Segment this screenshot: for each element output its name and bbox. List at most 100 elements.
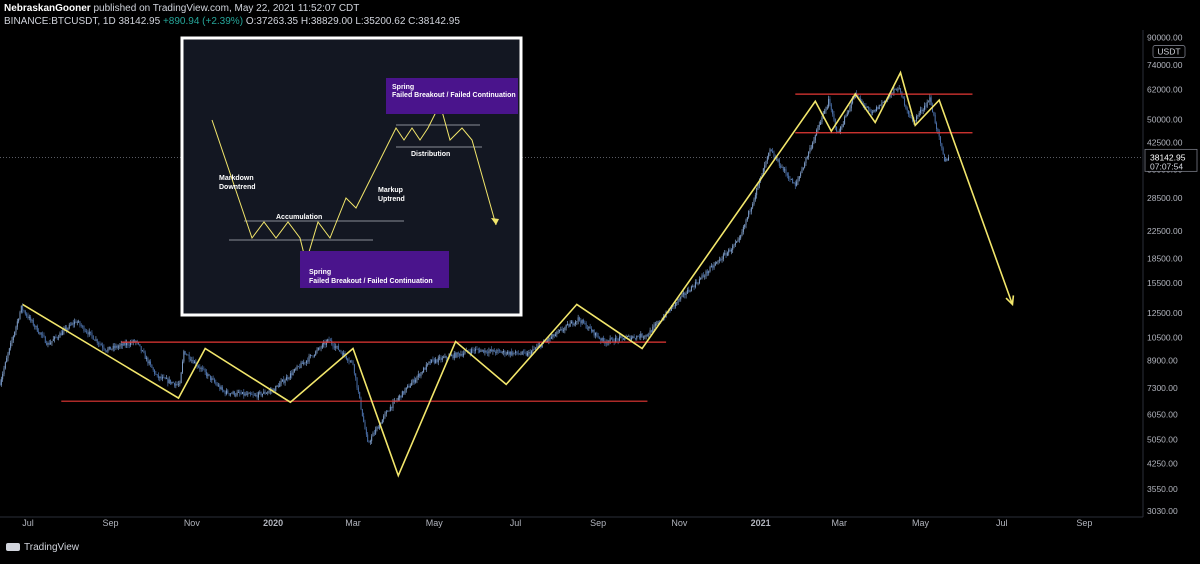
candle-body — [233, 391, 235, 396]
candle-body — [868, 107, 870, 109]
candle-body — [456, 352, 458, 358]
candle-body — [443, 357, 445, 358]
candle-body — [152, 367, 154, 370]
candle-body — [196, 365, 198, 367]
candle-body — [433, 359, 435, 363]
candle-body — [18, 319, 20, 322]
candle-body — [764, 165, 766, 169]
candle-body — [35, 325, 37, 327]
candle-body — [309, 355, 311, 357]
candle-body — [154, 369, 156, 374]
candle-body — [44, 336, 46, 343]
candle-body — [769, 149, 771, 153]
candle-body — [926, 101, 928, 107]
candle-body — [876, 107, 878, 112]
candle-body — [773, 152, 775, 158]
candle-body — [609, 338, 611, 342]
candle-body — [16, 321, 18, 327]
candle-body — [203, 368, 205, 370]
candle-body — [88, 331, 90, 335]
candle-body — [83, 326, 85, 331]
time-tick-label: 2021 — [751, 518, 771, 528]
candle-body — [770, 149, 772, 152]
candle-body — [419, 374, 421, 377]
candle-body — [652, 326, 654, 333]
candle-body — [852, 99, 854, 104]
candle-body — [341, 352, 343, 356]
candle-body — [399, 395, 401, 398]
candle-body — [111, 348, 113, 350]
candle-body — [11, 340, 13, 343]
candle-body — [481, 349, 483, 351]
candle-body — [377, 427, 379, 429]
candle-body — [316, 349, 318, 352]
candle-body — [545, 340, 547, 342]
candle-body — [216, 383, 218, 386]
candle-body — [20, 305, 22, 313]
candle-body — [910, 117, 912, 118]
candle-body — [933, 111, 935, 116]
candle-body — [22, 305, 24, 311]
candle-body — [866, 107, 868, 108]
symbol-name[interactable]: BINANCE:BTCUSDT, 1D — [4, 16, 116, 27]
label-spring-top-sub: Failed Breakout / Failed Continuation — [392, 92, 516, 99]
candle-body — [195, 361, 197, 366]
candle-body — [280, 381, 282, 384]
candle-body — [244, 393, 246, 396]
candle-body — [487, 352, 489, 354]
candle-body — [58, 337, 60, 339]
candle-body — [219, 385, 221, 390]
candle-body — [645, 334, 647, 337]
candle-body — [337, 345, 339, 350]
candle-body — [51, 340, 53, 343]
candle-body — [388, 410, 390, 412]
candle-body — [644, 336, 646, 338]
candle-body — [361, 409, 363, 417]
candle-body — [856, 92, 858, 94]
candle-body — [717, 260, 719, 263]
candle-body — [360, 397, 362, 410]
candle-body — [870, 111, 872, 113]
candle-body — [818, 124, 820, 127]
candle-body — [806, 156, 808, 158]
candle-body — [904, 98, 906, 106]
candle-body — [637, 335, 639, 337]
candle-body — [299, 366, 301, 368]
candle-body — [682, 293, 684, 295]
price-tick-label: 3030.00 — [1147, 506, 1178, 516]
candle-body — [281, 379, 283, 382]
candle-body — [164, 377, 166, 379]
candle-body — [469, 352, 471, 354]
candle-body — [0, 379, 2, 385]
candle-body — [261, 393, 263, 396]
candle-body — [420, 372, 422, 377]
candle-body — [75, 321, 77, 323]
candle-body — [147, 357, 149, 364]
candle-body — [40, 332, 42, 335]
candle-body — [700, 277, 702, 280]
candle-body — [449, 355, 451, 357]
candle-body — [217, 385, 219, 387]
candle-body — [696, 282, 698, 284]
candle-body — [762, 168, 764, 175]
candle-body — [484, 350, 486, 353]
candle-body — [729, 249, 731, 252]
candle-body — [916, 116, 918, 121]
candle-body — [256, 394, 258, 398]
author-name[interactable]: NebraskanGooner — [4, 3, 91, 14]
candle-body — [499, 350, 501, 352]
candle-body — [150, 361, 152, 365]
candle-body — [64, 327, 66, 330]
candle-body — [221, 387, 223, 391]
tradingview-logo[interactable]: TradingView — [6, 542, 79, 553]
candle-body — [166, 378, 168, 379]
candle-body — [584, 323, 586, 324]
candle-body — [850, 103, 852, 109]
candle-body — [889, 94, 891, 97]
candle-body — [327, 339, 329, 342]
candle-body — [489, 349, 491, 351]
candle-body — [940, 136, 942, 144]
candle-body — [596, 332, 598, 336]
